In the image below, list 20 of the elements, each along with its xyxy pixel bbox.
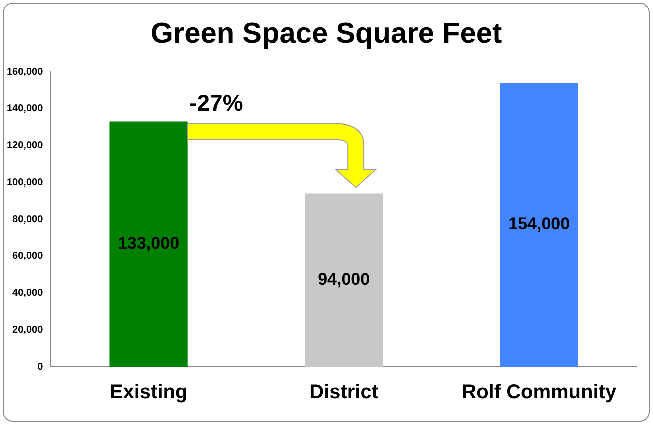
x-tick-label: District [310, 382, 379, 404]
y-tick-label: 120,000 [6, 140, 44, 152]
chart-title: Green Space Square Feet [150, 18, 504, 51]
bar [305, 194, 384, 367]
data-label: 94,000 [318, 270, 370, 290]
data-label: 154,000 [508, 214, 570, 234]
y-tick-label: 0 [38, 362, 44, 373]
bar [110, 122, 188, 367]
x-tick-label: Existing [110, 382, 188, 404]
y-tick-label: 100,000 [6, 177, 44, 188]
y-tick-label: 140,000 [6, 104, 44, 115]
bar [500, 83, 578, 367]
y-tick-label: 20,000 [12, 324, 44, 336]
x-tick-label: Rolf Community [462, 382, 618, 404]
annotation: -27% [190, 90, 244, 116]
y-tick-label: 160,000 [6, 66, 44, 78]
data-label: 133,000 [118, 234, 180, 254]
y-tick-label: 40,000 [12, 288, 44, 299]
y-tick-label: 80,000 [12, 214, 44, 226]
y-tick-label: 60,000 [12, 251, 44, 262]
